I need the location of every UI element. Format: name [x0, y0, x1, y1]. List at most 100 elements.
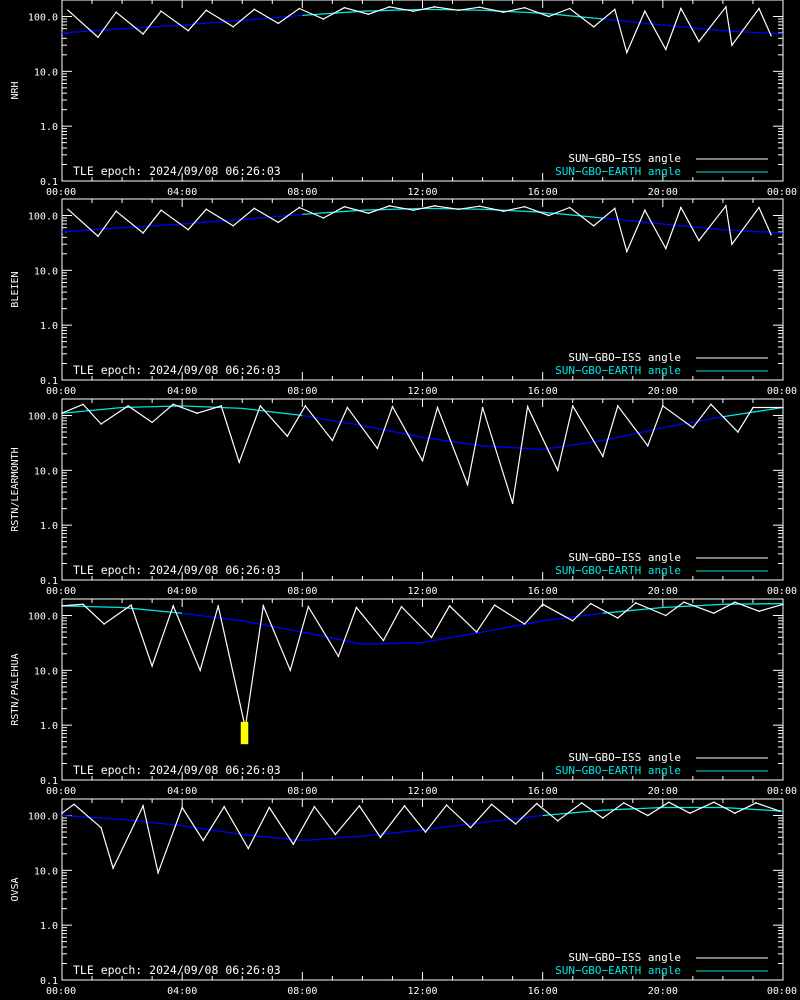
y-tick-label: 1.0 [40, 122, 58, 133]
iss-angle-point [698, 239, 700, 242]
x-tick-label: 00:00 [767, 386, 797, 397]
x-tick-label: 04:00 [167, 386, 197, 397]
iss-angle-point [680, 206, 682, 209]
station-label: RSTN/PALEHUA [10, 653, 21, 725]
iss-angle-point [331, 439, 334, 442]
iss-angle-point [160, 209, 162, 211]
earth-angle-segment [122, 405, 183, 409]
x-tick-label: 08:00 [287, 986, 317, 997]
iss-angle-point [436, 406, 439, 409]
iss-angle-point [346, 406, 349, 409]
x-tick-label: 04:00 [167, 187, 197, 198]
y-tick-label: 10.0 [34, 466, 58, 477]
y-tick-label: 1.0 [40, 921, 58, 932]
x-tick-label: 00:00 [46, 386, 76, 397]
iss-angle-point [433, 6, 436, 8]
earth-angle-segment [722, 30, 784, 35]
iss-angle-point [115, 210, 117, 212]
iss-angle-point [73, 803, 75, 806]
y-tick-label: 10.0 [34, 866, 58, 877]
iss-angle-point [523, 205, 526, 208]
iss-angle-point [725, 205, 727, 207]
y-tick-label: 100.0 [28, 812, 58, 823]
iss-angle-point [151, 421, 153, 424]
iss-angle-point [634, 602, 637, 604]
earth-angle-segment [422, 436, 483, 447]
y-tick-label: 0.1 [40, 376, 58, 387]
iss-angle-point [445, 804, 448, 806]
iss-angle-point [277, 22, 280, 25]
legend-iss-label: SUN−GBO−ISS angle [568, 351, 681, 364]
earth-angle-segment [482, 445, 543, 451]
iss-angle-point [367, 13, 370, 16]
iss-angle-point [127, 405, 129, 407]
iss-angle-point [526, 405, 529, 408]
iss-angle-point [665, 614, 667, 617]
station-label: BLEIEN [10, 271, 21, 307]
iss-angle-point [514, 823, 517, 825]
earth-angle-segment [542, 612, 603, 622]
iss-angle-point [388, 205, 391, 207]
iss-angle-point [97, 235, 99, 237]
iss-angle-point [298, 206, 301, 209]
iss-angle-point [568, 206, 571, 209]
earth-angle-segment [602, 427, 663, 442]
iss-angle-point [601, 455, 604, 458]
tle-epoch-label: TLE epoch: 2024/09/08 06:26:03 [73, 563, 281, 577]
x-tick-label: 20:00 [648, 986, 678, 997]
iss-angle-point [752, 406, 754, 409]
iss-angle-point [433, 205, 436, 207]
x-tick-label: 00:00 [46, 986, 76, 997]
x-tick-label: 16:00 [528, 786, 558, 797]
y-tick-label: 10.0 [34, 266, 58, 277]
iss-angle-point [232, 224, 235, 227]
y-tick-label: 1.0 [40, 321, 58, 332]
iss-angle-point [457, 9, 460, 12]
iss-angle-point [337, 655, 340, 658]
earth-angle-segment [362, 207, 423, 211]
earth-angle-segment [362, 8, 423, 12]
tle-epoch-label: TLE epoch: 2024/09/08 06:26:03 [73, 164, 281, 178]
iss-angle-point [475, 631, 478, 633]
iss-angle-point [457, 208, 460, 211]
iss-angle-point [601, 817, 604, 819]
iss-angle-point [589, 602, 592, 605]
iss-angle-point [289, 669, 292, 672]
iss-angle-point [67, 9, 69, 12]
earth-angle-segment [61, 605, 123, 609]
x-tick-label: 12:00 [407, 187, 437, 198]
earth-angle-segment [242, 213, 303, 221]
iss-angle-point [298, 7, 301, 10]
iss-angle-point [622, 802, 625, 804]
x-tick-label: 16:00 [528, 187, 558, 198]
iss-angle-point [613, 8, 616, 11]
legend-iss-label: SUN−GBO−ISS angle [568, 152, 681, 165]
earth-angle-segment [602, 806, 663, 811]
iss-angle-point [713, 612, 715, 615]
earth-angle-segment [182, 825, 243, 836]
earth-angle-segment [482, 620, 543, 633]
iss-angle-point [253, 8, 256, 11]
iss-angle-point [253, 207, 256, 210]
iss-angle-point [448, 605, 451, 607]
iss-angle-point [680, 7, 682, 10]
earth-angle-segment [602, 217, 663, 225]
iss-angle-point [547, 15, 550, 18]
highlight-marker [240, 721, 249, 745]
iss-angle-point [502, 11, 505, 13]
x-tick-label: 20:00 [648, 386, 678, 397]
iss-angle-point [535, 802, 538, 805]
iss-angle-point [172, 403, 174, 406]
y-tick-label: 100.0 [28, 612, 58, 623]
iss-angle-point [205, 9, 207, 12]
iss-angle-point [782, 406, 784, 409]
iss-angle-point [232, 25, 235, 28]
earth-angle-segment [722, 406, 784, 418]
iss-angle-point [755, 802, 757, 804]
iss-angle-point [547, 214, 550, 217]
x-tick-label: 04:00 [167, 986, 197, 997]
iss-angle-point [322, 18, 325, 20]
iss-angle-point [160, 10, 162, 12]
x-tick-label: 00:00 [767, 986, 797, 997]
